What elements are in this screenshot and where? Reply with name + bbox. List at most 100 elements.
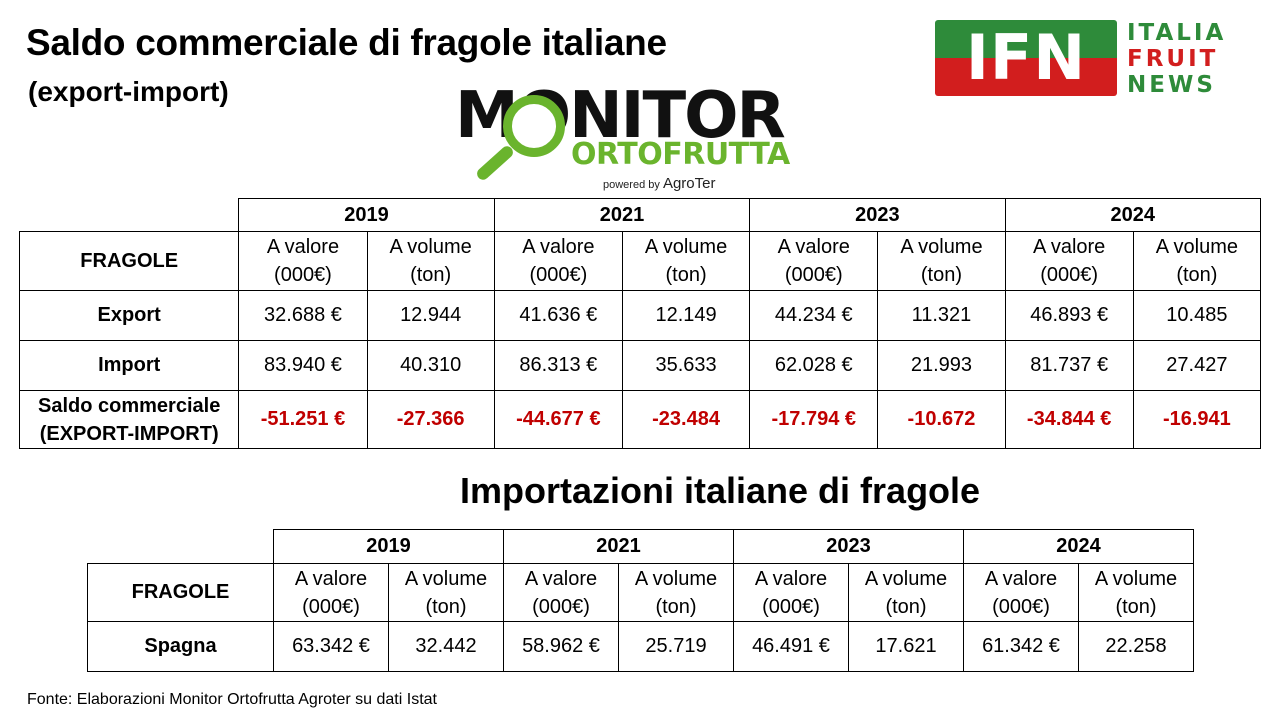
year-header: 2021 [503,529,734,564]
table-cell: 40.310 [366,340,495,391]
value-column-header: A valore (000€) [493,231,623,291]
table-row: Import 83.940 €40.310 86.313 €35.633 62.028… [18,340,1262,391]
volume-column-header: A volume (ton) [388,563,504,622]
table-cell: -51.251 € [238,390,368,449]
value-column-header: A valore (000€) [749,231,879,291]
table-cell: 21.993 [877,340,1006,391]
empty-corner-cell [87,529,274,564]
table-row: Export 32.688 €12.944 41.636 €12.149 44.234… [18,290,1262,341]
column-header-line1: A valore [294,567,368,590]
ifn-word-italia: ITALIA [1127,20,1227,46]
table-cell: -23.484 [621,390,751,449]
column-header-line2: (000€) [532,595,590,618]
value-column-header: A valore (000€) [1004,231,1134,291]
column-header-row: FRAGOLE A valore (000€) A volume (ton) A valo… [87,563,1194,622]
table-cell: 11.321 [877,290,1006,341]
ortofrutta-logo-word: ORTOFRUTTA [571,137,790,172]
table-cell: -44.677 € [493,390,623,449]
volume-column-header: A volume (ton) [366,231,495,291]
value-column-header: A valore (000€) [963,563,1079,622]
table-cell: 10.485 [1132,290,1262,341]
column-header-line1: A volume [634,567,718,590]
year-header-row: 2019 2021 2023 2024 [87,529,1194,564]
column-header-line1: A valore [1033,236,1106,258]
ifn-logo-badge: IFN [935,20,1117,96]
table-cell: 46.491 € [733,621,849,672]
page-subtitle: (export-import) [28,76,229,107]
column-header-line2: (ton) [1115,595,1157,618]
row-label: Spagna [87,621,274,672]
row-label-line: Export [97,304,161,326]
value-column-header: A valore (000€) [238,231,368,291]
powered-by-label: powered by AgroTer [603,175,715,192]
column-header-line1: A volume [1094,567,1178,590]
table-cell: 86.313 € [493,340,623,391]
table-cell: 35.633 [621,340,751,391]
table-cell: 17.621 [848,621,964,672]
table-cell: 58.962 € [503,621,619,672]
table-cell: -34.844 € [1004,390,1134,449]
table-cell: 63.342 € [273,621,389,672]
row-label-line: (EXPORT-IMPORT) [39,422,219,445]
column-header-line2: (000€) [762,595,820,618]
column-header-line1: A valore [522,236,595,258]
table-cell: 25.719 [618,621,734,672]
column-header-line2: (ton) [1176,264,1218,286]
row-label-line: Import [98,354,161,376]
table-cell: 22.258 [1078,621,1194,672]
volume-column-header: A volume (ton) [1078,563,1194,622]
row-label: Saldo commerciale (EXPORT-IMPORT) [18,390,240,449]
row-label: Import [18,340,240,391]
column-header-line2: (000€) [784,264,843,286]
table-cell: 12.149 [621,290,751,341]
year-header: 2023 [749,198,1006,232]
row-label-line: Spagna [144,635,217,657]
column-header-line2: (000€) [1040,264,1099,286]
table-cell: -17.794 € [749,390,879,449]
source-note: Fonte: Elaborazioni Monitor Ortofrutta A… [27,691,437,708]
column-header-line1: A volume [864,567,948,590]
table-cell: 62.028 € [749,340,879,391]
row-header-fragole: FRAGOLE [18,231,240,291]
imports-table: 2019 2021 2023 2024 FRAGOLE A valore (000€) A v… [87,529,1194,672]
table-cell: -16.941 [1132,390,1262,449]
table-row: Spagna 63.342 €32.442 58.962 €25.719 46.491… [87,621,1194,672]
powered-by-prefix: powered by [603,179,660,191]
volume-column-header: A volume (ton) [848,563,964,622]
ifn-word-news: NEWS [1127,72,1216,98]
column-header-line1: A valore [984,567,1058,590]
value-column-header: A valore (000€) [733,563,849,622]
column-header-line1: A valore [754,567,828,590]
column-header-line2: (000€) [274,264,332,286]
table-cell: 83.940 € [238,340,368,391]
column-header-row: FRAGOLE A valore (000€) A volume (ton) A valo… [18,231,1262,291]
table-cell: 32.442 [388,621,504,672]
column-header-line2: (ton) [665,264,707,286]
column-header-line1: A valore [266,236,340,258]
year-header: 2023 [733,529,964,564]
volume-column-header: A volume (ton) [621,231,751,291]
imports-section-title: Importazioni italiane di fragole [460,470,981,511]
table-cell: 27.427 [1132,340,1262,391]
row-header-fragole: FRAGOLE [87,563,274,622]
year-header-row: 2019 2021 2023 2024 [19,198,1262,232]
table-cell: -10.672 [877,390,1006,449]
magnifier-icon [503,95,565,157]
value-column-header: A valore (000€) [273,563,389,622]
empty-corner-cell [19,198,240,232]
table-row: Saldo commerciale (EXPORT-IMPORT) -51.251 … [18,390,1262,449]
page-title: Saldo commerciale di fragole italiane [26,22,667,63]
table-cell: 12.944 [366,290,495,341]
table-cell: 61.342 € [963,621,1079,672]
column-header-line2: (000€) [302,595,360,618]
column-header-line2: (000€) [992,595,1050,618]
row-label-line: Saldo commerciale [38,394,221,417]
column-header-line1: A valore [524,567,598,590]
value-column-header: A valore (000€) [503,563,619,622]
table-cell: 41.636 € [493,290,623,341]
column-header-line1: A volume [389,236,472,258]
year-header: 2024 [1004,198,1262,232]
table-cell: -27.366 [366,390,495,449]
ifn-logo: IFN ITALIA FRUIT NEWS [935,20,1245,100]
column-header-line2: (ton) [655,595,697,618]
